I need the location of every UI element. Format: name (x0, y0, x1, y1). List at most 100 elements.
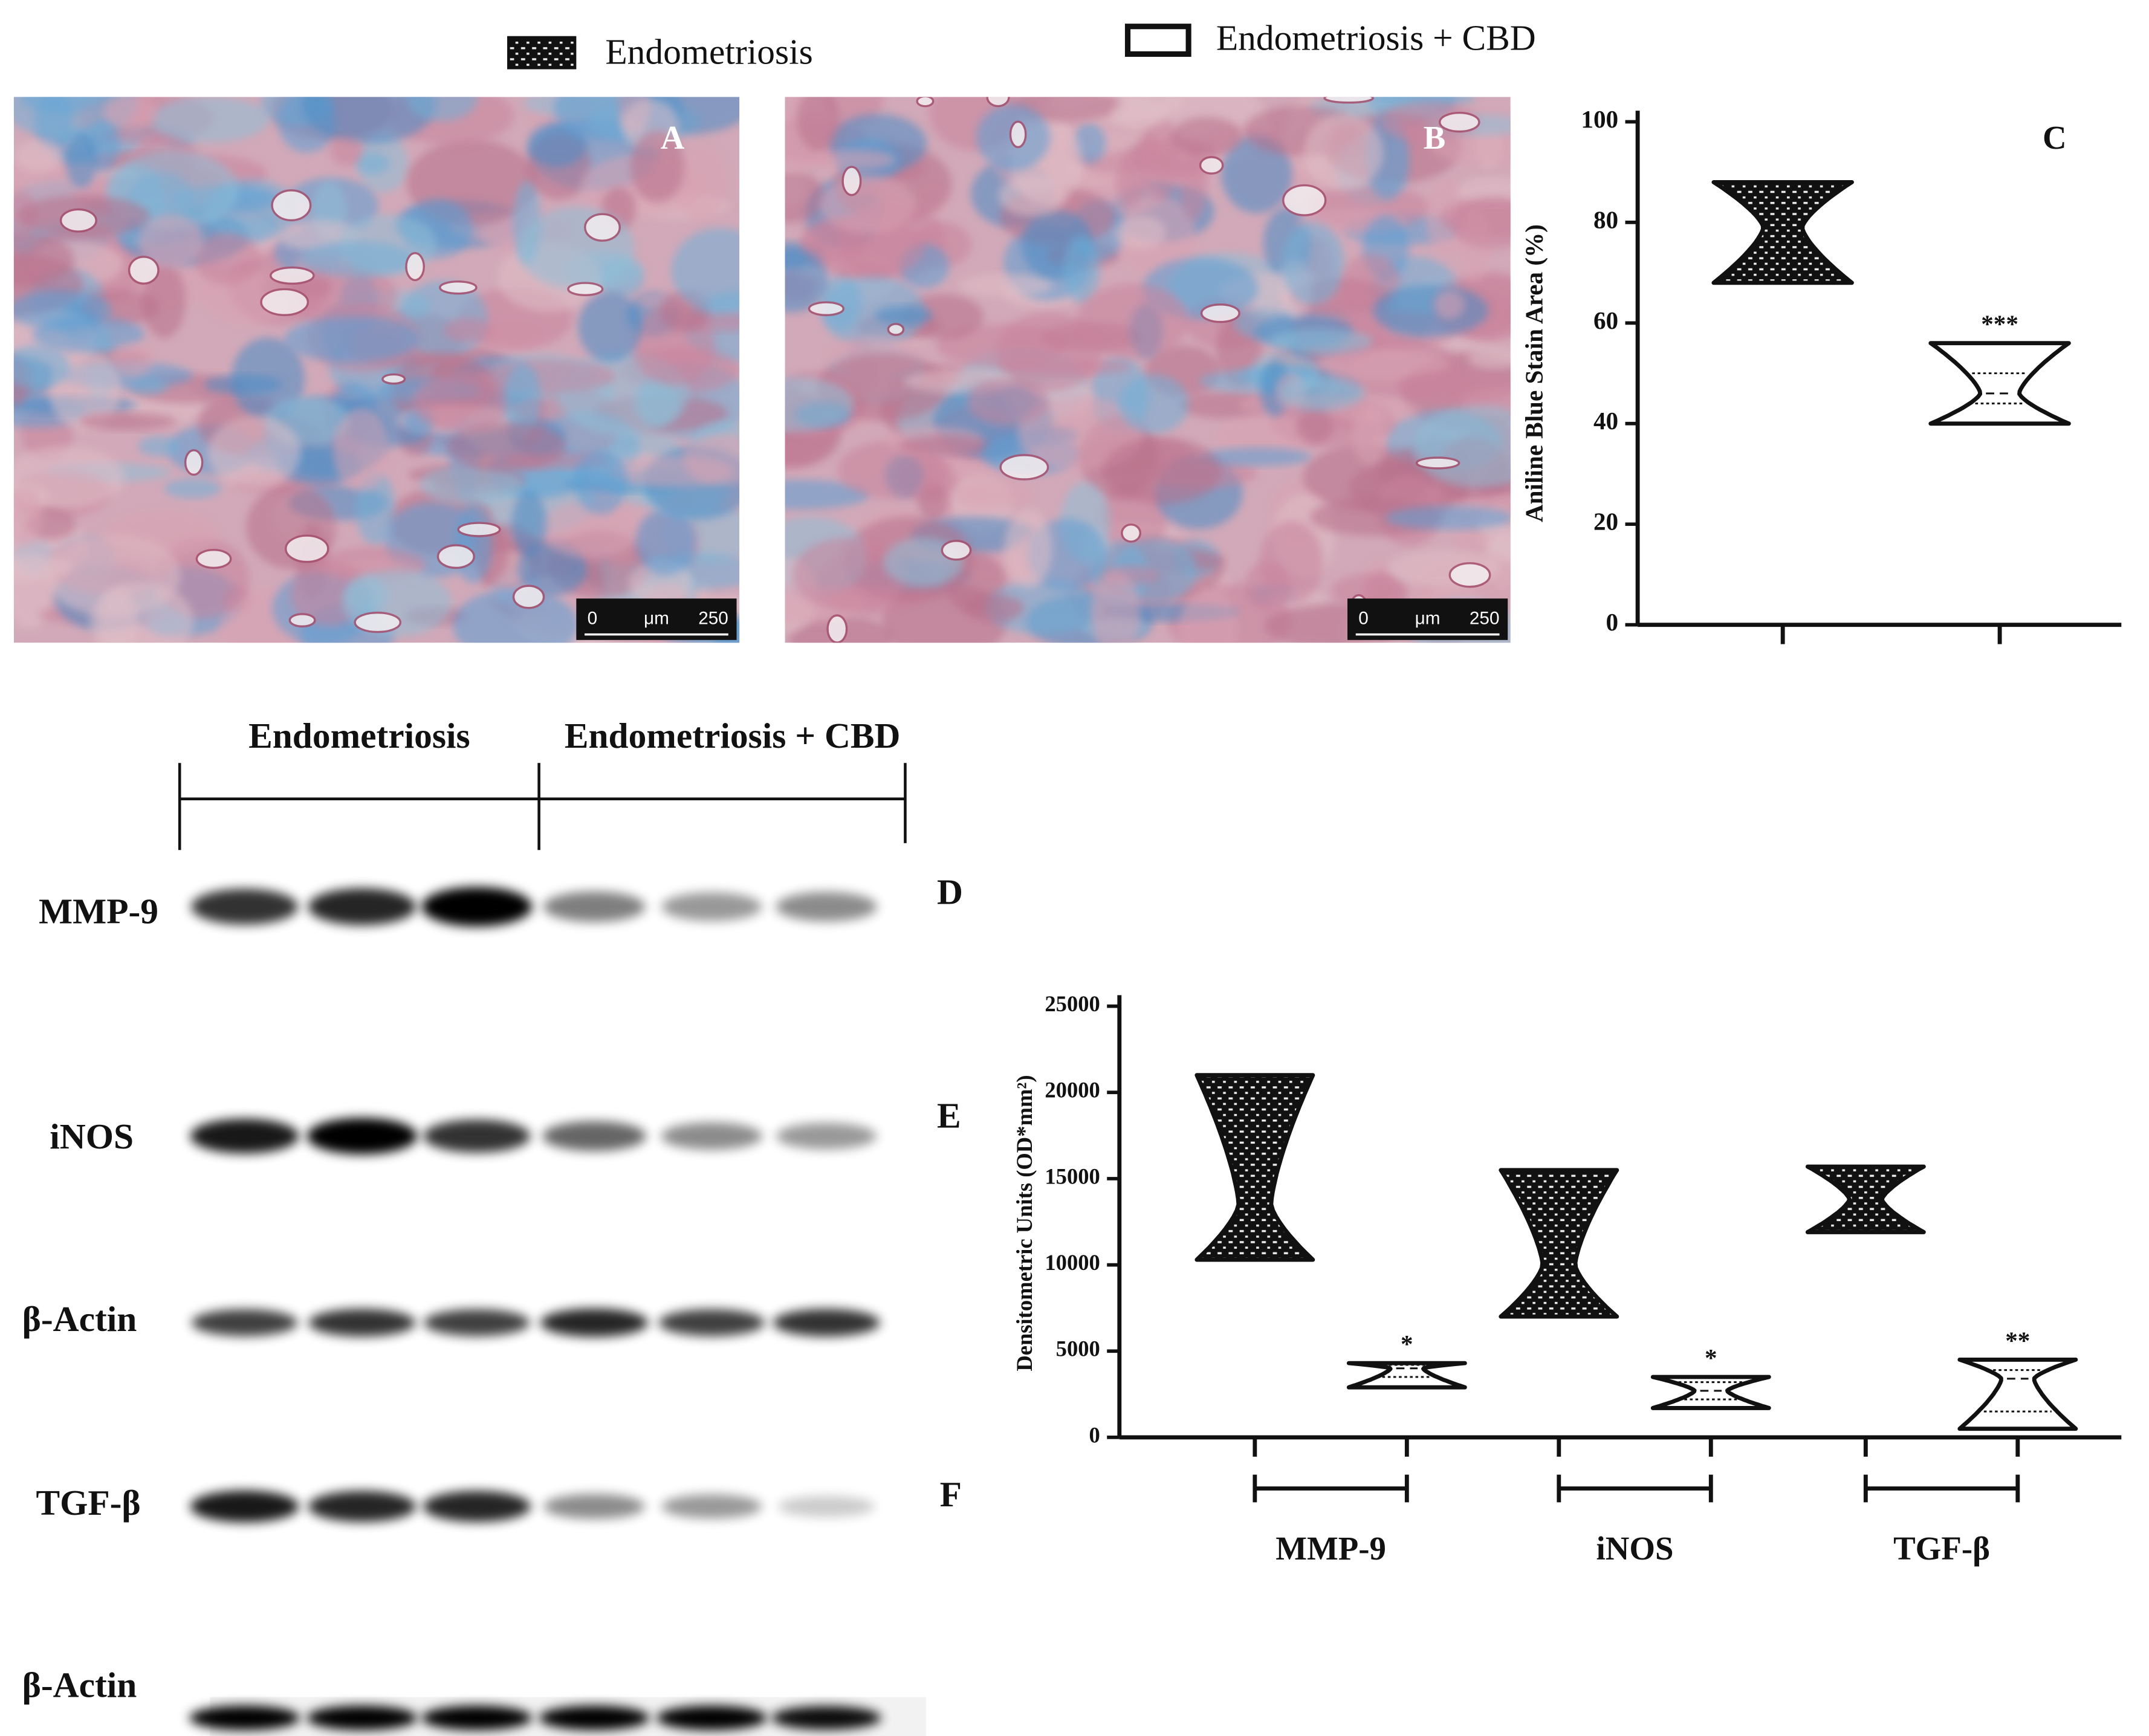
y-tick-label: 60 (1593, 306, 1618, 334)
micrograph (785, 97, 1511, 643)
vessel (887, 323, 905, 336)
tissue (79, 412, 177, 430)
band (540, 1308, 649, 1337)
tissue (967, 377, 1049, 426)
band (773, 1309, 880, 1337)
band (543, 1494, 645, 1519)
micrographs: A 0 μm 250 B 0 μm 250 (13, 97, 1511, 643)
tissue (332, 407, 391, 491)
y-tick-label: 15000 (1045, 1164, 1100, 1188)
band (190, 889, 299, 925)
tissue (137, 213, 204, 268)
x-tick-label: TGF-β (1893, 1530, 1990, 1567)
tissue (959, 274, 1053, 297)
tissue (1468, 348, 1511, 370)
violin (1346, 1361, 1467, 1390)
vessel (195, 549, 232, 569)
tissue (837, 440, 950, 499)
y-tick-label: 25000 (1045, 991, 1100, 1016)
tissue (1451, 198, 1511, 250)
vessel (1121, 523, 1142, 543)
band (308, 1491, 417, 1522)
tissue (574, 450, 627, 515)
tissue (454, 505, 493, 583)
tissue (1269, 329, 1373, 354)
tissue (420, 464, 522, 505)
tissue (1296, 411, 1334, 443)
violin (1499, 1168, 1619, 1319)
tissue (1455, 528, 1489, 555)
tissue (138, 436, 180, 456)
tissue (452, 588, 579, 643)
row-label: MMP-9 (39, 891, 158, 931)
band (777, 1495, 875, 1517)
tissue (207, 415, 302, 488)
y-tick-label: 0 (1606, 608, 1619, 636)
legend: Endometriosis Endometriosis + CBD (507, 18, 1536, 71)
band (191, 1309, 298, 1336)
scale-bar-label: μm (1415, 608, 1441, 628)
y-axis-label: Aniline Blue Stain Area (%) (1520, 224, 1549, 522)
violin (1805, 1164, 1926, 1234)
vessel (941, 540, 972, 561)
tissue (151, 97, 269, 143)
group-label: Endometriosis + CBD (565, 716, 901, 756)
tissue (447, 422, 566, 471)
tissue (813, 149, 896, 170)
vessel (381, 373, 406, 385)
tissue (1102, 438, 1222, 505)
tissue (142, 262, 186, 338)
band (539, 1705, 650, 1731)
band (661, 892, 762, 921)
scale-bar-label: 0 (1358, 608, 1369, 628)
y-tick-label: 40 (1593, 407, 1618, 435)
tissue (1434, 290, 1465, 320)
band (308, 1309, 416, 1337)
tissue (444, 318, 493, 343)
tissue (504, 363, 541, 438)
band (308, 888, 417, 925)
tissue (1063, 235, 1100, 303)
tissue (1179, 588, 1239, 643)
band (190, 1118, 299, 1154)
panel-label: F (940, 1474, 962, 1514)
scale-bar-box (576, 598, 737, 640)
legend-swatch (507, 36, 577, 70)
vessel (986, 97, 1010, 108)
tissue (1221, 135, 1292, 213)
vessel (1199, 156, 1224, 175)
violin (1650, 1375, 1771, 1410)
row-label: TGF-β (36, 1483, 140, 1523)
charts: 0 20 40 60 80 100 Aniline Blue Stain Area (%) C… (1012, 105, 2122, 1567)
significance: * (1401, 1330, 1413, 1358)
vessel (512, 585, 545, 609)
band (423, 1491, 531, 1522)
tissue (164, 478, 222, 499)
tissue (13, 291, 112, 329)
vessel (405, 251, 425, 282)
tissue (1119, 374, 1189, 434)
band (421, 1705, 533, 1731)
tissue (785, 377, 854, 432)
band (423, 1309, 530, 1336)
tissue (797, 97, 839, 151)
vessel (999, 454, 1049, 481)
tissue (329, 137, 363, 166)
tissue (785, 171, 825, 223)
tissue (635, 508, 696, 575)
tissue (1385, 506, 1511, 530)
band (306, 1118, 418, 1155)
vessel (270, 266, 315, 285)
vessel (1009, 120, 1027, 149)
scale-bar-label: 0 (588, 608, 598, 628)
tissue (793, 537, 907, 612)
tissue (578, 292, 642, 362)
tissue (1279, 377, 1366, 410)
tissue (954, 481, 1035, 508)
tissue (528, 122, 588, 167)
tissue (1004, 509, 1052, 588)
band (421, 887, 533, 927)
tissue (539, 500, 643, 558)
tissue (899, 435, 991, 456)
